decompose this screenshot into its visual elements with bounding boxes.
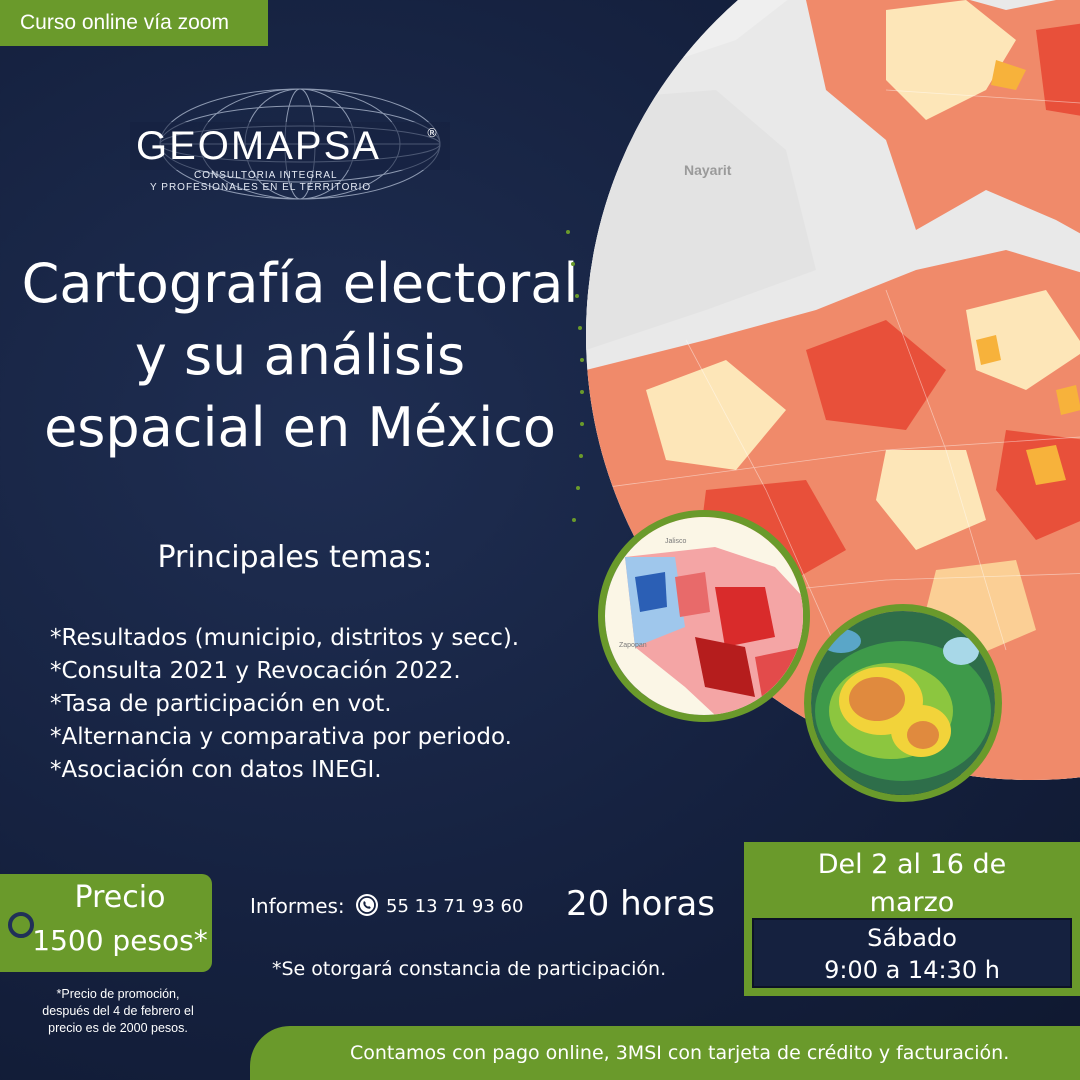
topics-heading: Principales temas: [157, 540, 433, 575]
course-mode-badge: Curso online vía zoom [0, 0, 268, 46]
globe-grid-logo-icon [130, 88, 450, 200]
phone-number[interactable]: 55 13 71 93 60 [386, 896, 524, 917]
topic-item: *Resultados (municipio, distritos y secc… [50, 625, 520, 651]
logo-subtitle-line1: CONSULTORIA INTEGRAL [194, 170, 338, 181]
registered-mark: ® [426, 126, 438, 140]
course-title: Cartografía electoral y su análisis espa… [20, 248, 580, 464]
title-line-1: Cartografía electoral [21, 252, 579, 315]
dates-box: Del 2 al 16 de marzo Sábado 9:00 a 14:30… [744, 842, 1080, 996]
map-region-label: Nayarit [684, 162, 732, 178]
logo-subtitle-line2: Y PROFESIONALES EN EL TERRITORIO [150, 182, 372, 193]
course-duration: 20 horas [566, 884, 715, 924]
heatmap-inset [804, 604, 1002, 802]
price-note: *Precio de promoción, después del 4 de f… [20, 986, 216, 1037]
topic-item: *Consulta 2021 y Revocación 2022. [50, 658, 461, 684]
price-note-line-3: precio es de 2000 pesos. [48, 1021, 188, 1035]
topic-item: *Alternancia y comparativa por periodo. [50, 724, 512, 750]
date-range-line-2: marzo [869, 887, 955, 918]
info-label: Informes: [250, 894, 345, 918]
schedule: Sábado 9:00 a 14:30 h [754, 922, 1070, 986]
payment-footer: Contamos con pago online, 3MSI con tarje… [250, 1026, 1080, 1080]
topics-list: *Resultados (municipio, distritos y secc… [50, 622, 519, 787]
price-value: 1500 pesos* [32, 924, 208, 957]
certificate-note: *Se otorgará constancia de participación… [272, 958, 667, 980]
inset-label-1: Jalisco [665, 538, 687, 545]
geomapsa-logo: GEOMAPSA ® CONSULTORIA INTEGRAL Y PROFES… [130, 82, 450, 212]
title-line-2: y su análisis [134, 324, 466, 387]
tag-hole-icon [8, 912, 34, 938]
whatsapp-icon[interactable] [356, 894, 378, 916]
schedule-day: Sábado [867, 924, 957, 952]
topic-item: *Tasa de participación en vot. [50, 691, 392, 717]
title-line-3: espacial en México [44, 396, 556, 459]
payment-info: Contamos con pago online, 3MSI con tarje… [350, 1042, 1010, 1064]
section-map-graphic: Jalisco Zapopan [605, 517, 803, 715]
topic-item: *Asociación con datos INEGI. [50, 757, 382, 783]
logo-wordmark: GEOMAPSA [136, 124, 381, 168]
section-map-inset: Jalisco Zapopan [598, 510, 810, 722]
price-note-line-1: *Precio de promoción, [56, 987, 180, 1001]
schedule-time: 9:00 a 14:30 h [824, 956, 1000, 984]
schedule-box: Sábado 9:00 a 14:30 h [752, 918, 1072, 988]
heatmap-graphic [811, 611, 995, 795]
price-note-line-2: después del 4 de febrero el [42, 1004, 194, 1018]
inset-label-2: Zapopan [619, 642, 647, 649]
price-tag: Precio 1500 pesos* [0, 874, 212, 972]
date-range-line-1: Del 2 al 16 de [817, 849, 1007, 880]
date-range: Del 2 al 16 de marzo [744, 846, 1080, 922]
price-label: Precio [74, 880, 166, 915]
